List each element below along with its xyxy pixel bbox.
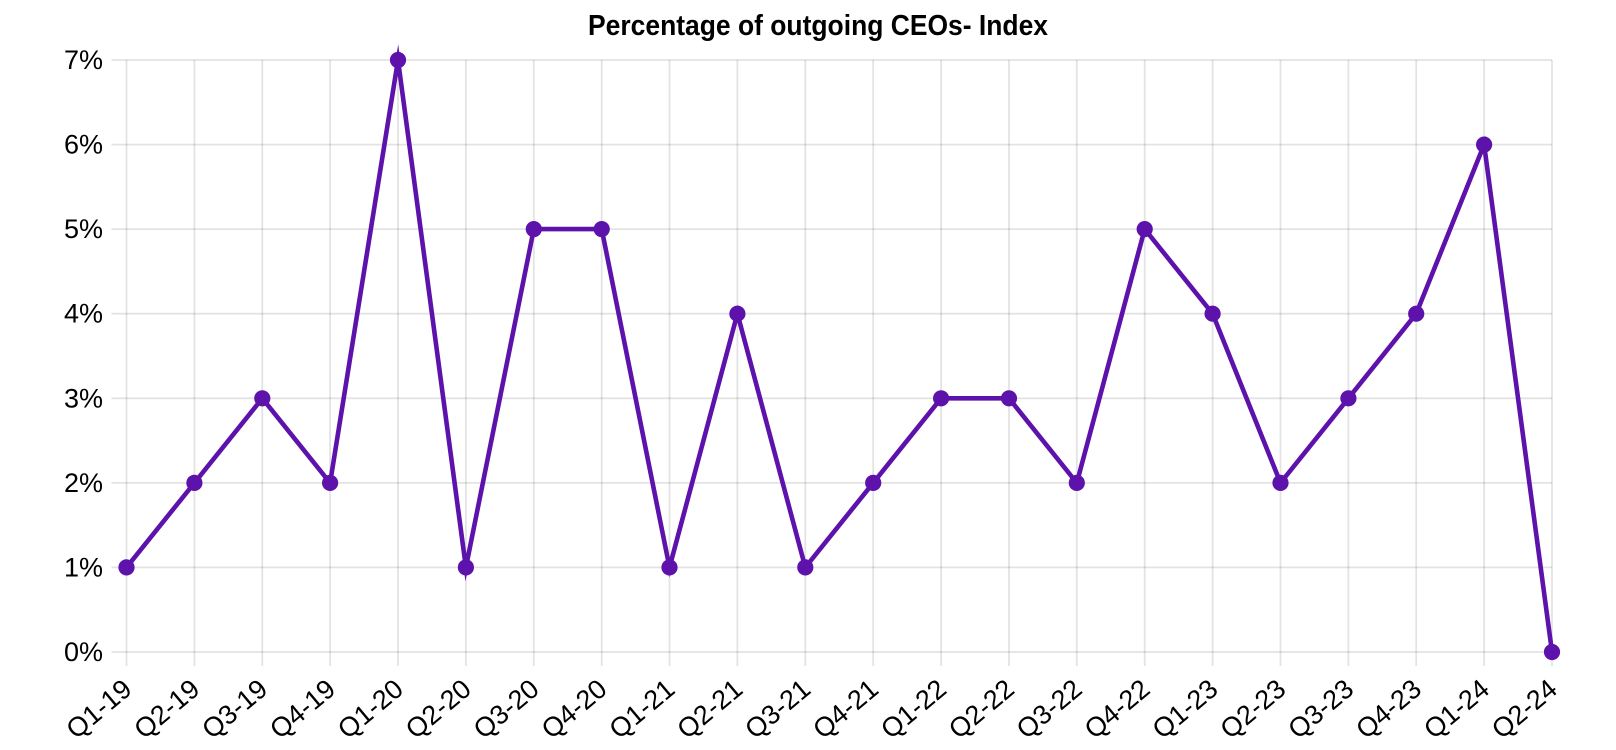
svg-text:5%: 5% <box>64 214 103 244</box>
svg-text:1%: 1% <box>64 552 103 582</box>
svg-text:2%: 2% <box>64 468 103 498</box>
svg-text:6%: 6% <box>64 130 103 160</box>
svg-text:4%: 4% <box>64 299 103 329</box>
svg-text:7%: 7% <box>64 45 103 75</box>
svg-text:3%: 3% <box>64 383 103 413</box>
svg-text:Percentage of outgoing CEOs- I: Percentage of outgoing CEOs- Index <box>588 10 1048 42</box>
svg-text:0%: 0% <box>64 637 103 667</box>
